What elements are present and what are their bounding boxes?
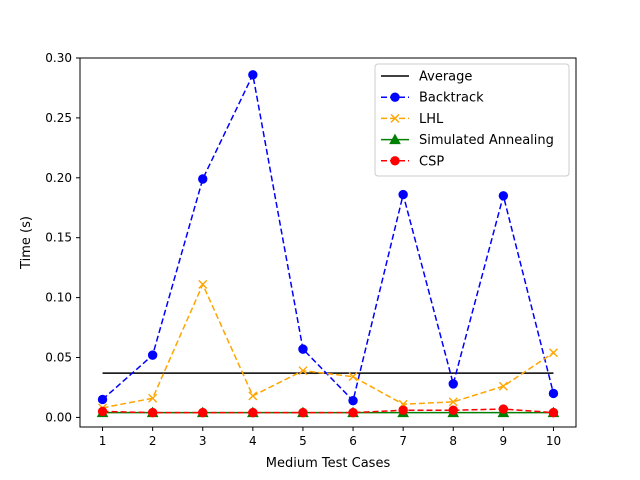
legend-item-simulated-annealing: Simulated Annealing <box>381 133 554 148</box>
data-point-csp <box>348 407 358 418</box>
data-point-backtrack <box>398 189 408 200</box>
legend-label-average: Average <box>419 70 472 85</box>
y-tick-label: 0.25 <box>45 111 72 125</box>
legend-item-csp: CSP <box>381 154 444 169</box>
series-line-backtrack <box>102 72 555 403</box>
x-tick-label: 2 <box>149 434 157 448</box>
legend-box <box>374 63 570 177</box>
x-tick-label: 10 <box>546 434 561 448</box>
y-tick-label: 0.00 <box>45 410 72 424</box>
data-point-csp <box>198 407 208 418</box>
data-point-csp <box>498 404 509 414</box>
x-tick-label: 5 <box>299 434 307 448</box>
legend-label-backtrack: Backtrack <box>419 91 484 106</box>
y-tick-label: 0.15 <box>45 231 72 245</box>
x-tick-label: 3 <box>199 434 207 448</box>
x-tick-label: 4 <box>249 434 257 448</box>
data-point-backtrack <box>97 394 108 405</box>
data-point-backtrack <box>198 174 208 184</box>
data-point-lhl <box>198 279 208 289</box>
y-axis-label: Time (s) <box>19 216 34 270</box>
x-tick-label: 9 <box>500 434 508 448</box>
data-point-csp <box>248 407 258 418</box>
data-point-csp <box>298 407 308 418</box>
data-point-backtrack <box>147 350 158 360</box>
legend-marker-backtrack <box>390 92 400 102</box>
data-point-csp <box>147 407 158 418</box>
series-lhl <box>98 279 558 413</box>
x-tick-label: 6 <box>349 434 357 448</box>
data-point-csp <box>548 407 559 418</box>
data-point-backtrack <box>248 70 258 80</box>
series-backtrack <box>97 70 559 406</box>
series-csp <box>97 404 559 418</box>
data-point-lhl <box>248 391 258 401</box>
y-axis-ticks: 0.00 0.05 0.10 0.15 0.20 0.25 0.30 <box>45 51 80 424</box>
data-point-csp <box>398 405 408 415</box>
data-point-csp <box>448 405 458 415</box>
legend-label-simulated-annealing: Simulated Annealing <box>419 133 554 148</box>
x-tick-label: 8 <box>449 434 457 448</box>
legend-label-lhl: LHL <box>419 112 444 127</box>
series-layer <box>96 70 560 418</box>
data-point-lhl <box>148 393 158 403</box>
legend-item-average: Average <box>381 70 472 85</box>
x-tick-label: 7 <box>399 434 407 448</box>
data-point-lhl <box>348 372 358 382</box>
data-point-backtrack <box>448 379 458 389</box>
data-point-csp <box>97 406 108 417</box>
data-point-lhl <box>548 348 558 358</box>
data-point-backtrack <box>498 191 509 201</box>
series-line-lhl <box>102 282 554 409</box>
data-point-lhl <box>498 381 508 391</box>
plot-frame <box>79 57 577 428</box>
legend-item-lhl: LHL <box>381 112 444 127</box>
y-tick-label: 0.10 <box>45 291 72 305</box>
y-tick-label: 0.30 <box>45 51 72 65</box>
legend: Average Backtrack LHL Simulated Annealing CS… <box>374 63 570 177</box>
x-axis-ticks: 1 2 3 4 5 6 7 8 9 10 <box>99 427 561 448</box>
legend-marker-lhl <box>390 113 400 123</box>
legend-marker-csp <box>390 156 400 166</box>
legend-item-backtrack: Backtrack <box>381 91 484 106</box>
data-point-lhl <box>298 366 308 376</box>
data-point-backtrack <box>548 388 559 399</box>
data-point-backtrack <box>348 395 358 406</box>
y-tick-label: 0.05 <box>45 351 72 365</box>
x-tick-label: 1 <box>99 434 107 448</box>
legend-label-csp: CSP <box>419 154 444 169</box>
x-axis-label: Medium Test Cases <box>266 456 391 471</box>
data-point-backtrack <box>298 344 308 354</box>
data-point-lhl <box>448 397 458 407</box>
series-line-csp <box>102 408 554 414</box>
y-tick-label: 0.20 <box>45 171 72 185</box>
legend-marker-simulated-annealing <box>389 133 401 145</box>
